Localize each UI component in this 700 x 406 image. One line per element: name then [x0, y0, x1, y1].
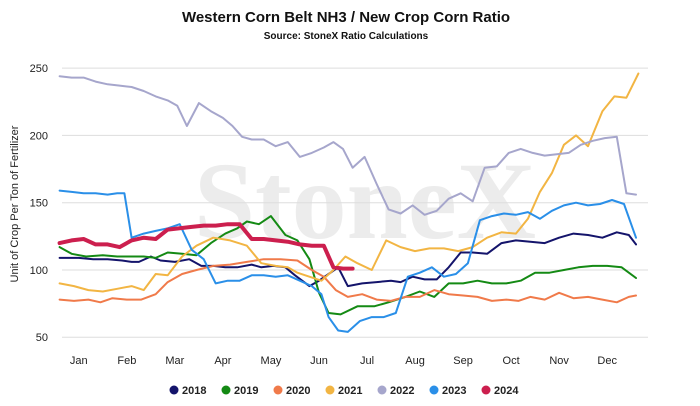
legend-label-2023: 2023	[442, 385, 466, 397]
legend-label-2022: 2022	[390, 385, 414, 397]
y-tick-label: 50	[36, 332, 48, 344]
x-tick-label: Dec	[597, 355, 617, 367]
y-tick-label: 200	[30, 130, 48, 142]
x-axis-ticks: Jan Feb Mar Apr May Jun Jul Aug Sep Oct Nov Dec	[70, 355, 618, 367]
legend-marker-2022	[377, 385, 387, 395]
legend-marker-2023	[429, 385, 439, 395]
chart-subtitle: Source: StoneX Ratio Calculations	[264, 31, 429, 42]
legend-marker-2024	[481, 385, 491, 395]
legend-marker-2018	[169, 385, 179, 395]
y-tick-label: 100	[30, 265, 48, 277]
series-line-2023	[58, 189, 637, 333]
x-tick-label: Apr	[214, 355, 231, 367]
x-tick-label: May	[261, 355, 282, 367]
watermark-logo: StoneX	[194, 140, 536, 262]
chart-title: Western Corn Belt NH3 / New Crop Corn Ra…	[182, 9, 510, 26]
legend-label-2018: 2018	[182, 385, 206, 397]
series-line-2022	[58, 75, 637, 216]
x-tick-label: Mar	[165, 355, 184, 367]
x-tick-label: Jul	[360, 355, 374, 367]
y-axis-ticks: 50 100 150 200 250	[30, 63, 48, 344]
x-tick-label: Nov	[549, 355, 569, 367]
legend-marker-2020	[273, 385, 283, 395]
x-tick-label: Aug	[405, 355, 425, 367]
series-line-2020	[58, 258, 637, 304]
y-tick-label: 150	[30, 198, 48, 210]
legend-marker-2021	[325, 385, 335, 395]
x-tick-label: Jun	[310, 355, 328, 367]
series-layer	[57, 72, 640, 333]
y-tick-label: 250	[30, 63, 48, 75]
legend-label-2019: 2019	[234, 385, 258, 397]
series-line-2021	[58, 72, 640, 293]
y-axis-label: Unit of Crop Per Ton of Fertilizer	[9, 125, 21, 282]
legend-marker-2019	[221, 385, 231, 395]
legend-label-2020: 2020	[286, 385, 310, 397]
grid-layer	[62, 67, 648, 338]
series-line-2024	[57, 222, 355, 271]
legend-label-2021: 2021	[338, 385, 362, 397]
x-tick-label: Jan	[70, 355, 88, 367]
x-tick-label: Sep	[453, 355, 473, 367]
x-tick-label: Oct	[503, 355, 520, 367]
legend: 2018 2019 2020 2021 2022 2023 2024	[169, 385, 519, 397]
legend-label-2024: 2024	[494, 385, 519, 397]
x-tick-label: Feb	[117, 355, 136, 367]
series-line-2019	[58, 215, 637, 316]
